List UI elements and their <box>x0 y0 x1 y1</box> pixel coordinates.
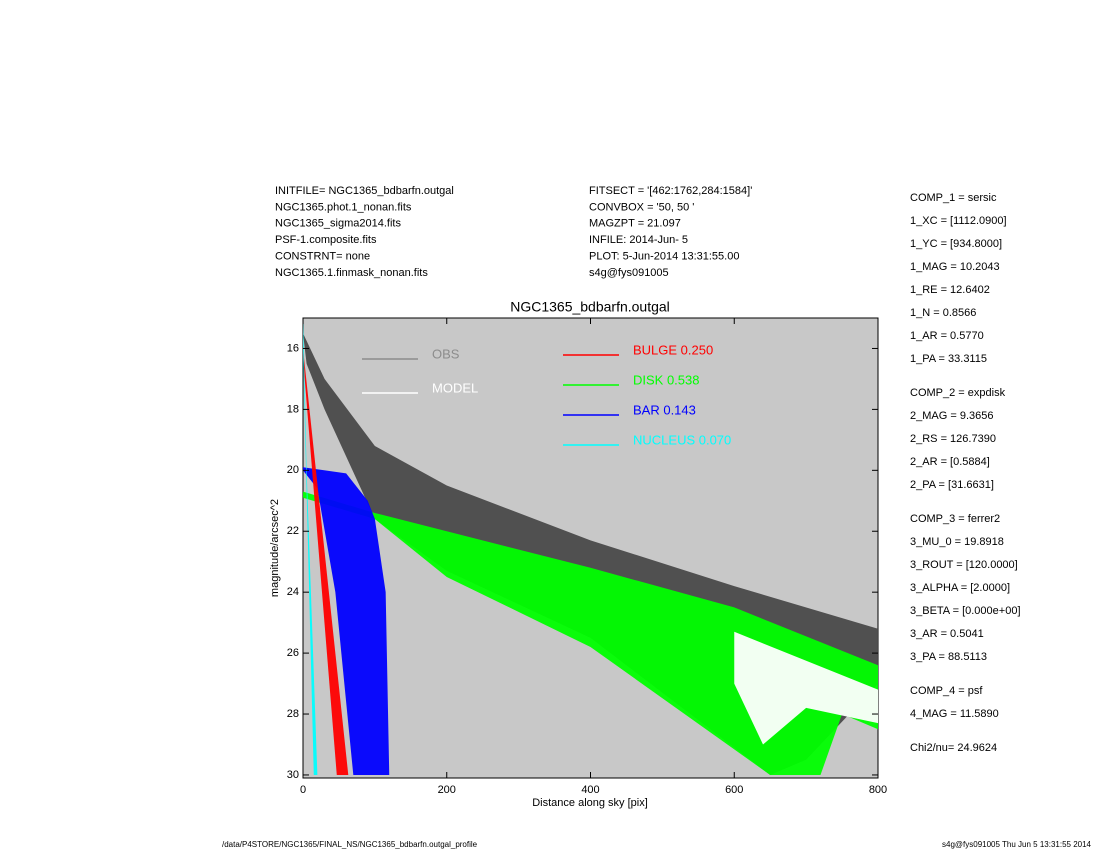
header-line: INITFILE= NGC1365_bdbarfn.outgal <box>275 185 454 197</box>
legend-label: BULGE 0.250 <box>633 342 713 357</box>
header-line: s4g@fys091005 <box>589 267 669 279</box>
header-line: CONSTRNT= none <box>275 251 370 263</box>
component-band <box>303 467 390 775</box>
x-axis-label: Distance along sky [pix] <box>532 797 648 809</box>
legend-label: DISK 0.538 <box>633 372 700 387</box>
component-band <box>303 491 878 775</box>
param-line: 1_AR = 0.5770 <box>910 330 984 342</box>
param-line: 2_AR = [0.5884] <box>910 456 990 468</box>
param-line: COMP_1 = sersic <box>910 192 997 204</box>
param-line: Chi2/nu= 24.9624 <box>910 742 997 754</box>
y-tick-label: 24 <box>287 586 299 598</box>
legend-label: BAR 0.143 <box>633 402 696 417</box>
param-line: 1_PA = 33.3115 <box>910 353 987 365</box>
footer-right: s4g@fys091005 Thu Jun 5 13:31:55 2014 <box>942 840 1092 849</box>
param-line: 3_ALPHA = [2.0000] <box>910 582 1010 594</box>
header-line: PLOT: 5-Jun-2014 13:31:55.00 <box>589 251 739 263</box>
y-tick-label: 22 <box>287 525 299 537</box>
x-tick-label: 600 <box>725 784 743 796</box>
param-line: 1_N = 0.8566 <box>910 307 976 319</box>
param-line: COMP_2 = expdisk <box>910 387 1006 399</box>
component-band <box>303 348 349 775</box>
param-line: 1_YC = [934.8000] <box>910 238 1002 250</box>
header-line: MAGZPT = 21.097 <box>589 218 681 230</box>
header-line: NGC1365.phot.1_nonan.fits <box>275 201 412 213</box>
param-line: 3_BETA = [0.000e+00] <box>910 605 1021 617</box>
y-tick-label: 28 <box>287 708 299 720</box>
y-tick-label: 26 <box>287 647 299 659</box>
plot-marks <box>303 318 878 775</box>
y-tick-label: 20 <box>287 464 299 476</box>
header-line: FITSECT = '[462:1762,284:1584]' <box>589 185 752 197</box>
param-line: 3_AR = 0.5041 <box>910 628 984 640</box>
header-line: INFILE: 2014-Jun- 5 <box>589 234 688 246</box>
legend-label: NUCLEUS 0.070 <box>633 432 731 447</box>
chart-title: NGC1365_bdbarfn.outgal <box>510 299 670 315</box>
header-line: CONVBOX = '50, 50 ' <box>589 201 694 213</box>
param-line: 2_MAG = 9.3656 <box>910 410 993 422</box>
header-line: PSF-1.composite.fits <box>275 234 377 246</box>
param-line: 3_PA = 88.5113 <box>910 651 987 663</box>
x-tick-label: 0 <box>300 784 306 796</box>
param-line: COMP_4 = psf <box>910 685 983 697</box>
param-line: 1_XC = [1112.0900] <box>910 215 1007 227</box>
param-line: COMP_3 = ferrer2 <box>910 513 1000 525</box>
param-line: 3_ROUT = [120.0000] <box>910 559 1018 571</box>
x-tick-label: 800 <box>869 784 887 796</box>
x-tick-label: 200 <box>438 784 456 796</box>
param-line: 2_RS = 126.7390 <box>910 433 996 445</box>
param-line: 2_PA = [31.6631] <box>910 479 994 491</box>
legend-label: OBS <box>432 346 460 361</box>
param-line: 1_RE = 12.6402 <box>910 284 990 296</box>
param-line: 4_MAG = 11.5890 <box>910 708 999 720</box>
y-tick-label: 30 <box>287 769 299 781</box>
y-tick-label: 16 <box>287 342 299 354</box>
header-line: NGC1365.1.finmask_nonan.fits <box>275 267 428 279</box>
x-tick-label: 400 <box>581 784 599 796</box>
y-axis-label: magnitude/arcsec^2 <box>269 499 281 597</box>
param-line: 3_MU_0 = 19.8918 <box>910 536 1004 548</box>
component-band <box>734 631 878 745</box>
param-line: 1_MAG = 10.2043 <box>910 261 1000 273</box>
y-tick-label: 18 <box>287 403 299 415</box>
footer-left: /data/P4STORE/NGC1365/FINAL_NS/NGC1365_b… <box>222 840 478 849</box>
legend-label: MODEL <box>432 380 478 395</box>
header-line: NGC1365_sigma2014.fits <box>275 218 401 230</box>
